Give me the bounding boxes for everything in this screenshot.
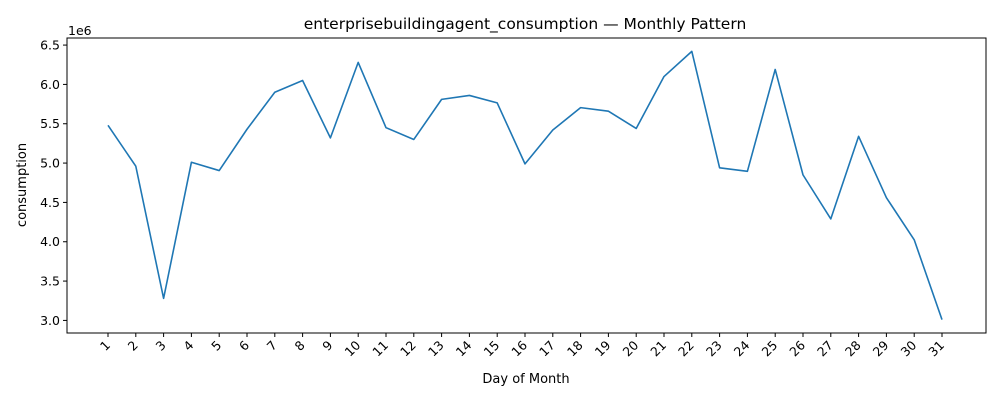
y-axis-ticks: 3.0 3.5 4.0 4.5 5.0 5.5 6.0 6.5 (40, 38, 67, 328)
y-tick-label: 4.0 (40, 234, 60, 249)
y-tick-label: 3.5 (40, 274, 60, 289)
y-tick-label: 6.0 (40, 77, 60, 92)
y-tick-label: 3.0 (40, 313, 60, 328)
x-axis-ticks: 1 2 3 4 5 6 7 8 9 10 11 12 13 14 15 16 17 18 19 20 21 22 23 24 2… (97, 333, 947, 359)
x-axis-label: Day of Month (482, 372, 569, 387)
y-tick-label: 6.5 (40, 38, 60, 53)
y-tick-label: 5.0 (40, 156, 60, 171)
plot-area: 3.0 3.5 4.0 4.5 5.0 5.5 6.0 6.5 1 2 3 4 5 6 7 8 9 10 11 12… (40, 37, 987, 359)
chart-title: enterprisebuildingagent_consumption — Mo… (304, 15, 747, 34)
y-tick-label: 5.5 (40, 116, 60, 131)
plot-frame (66, 37, 987, 334)
series-line (107, 50, 943, 320)
y-tick-label: 4.5 (40, 195, 60, 210)
y-axis-label: consumption (15, 143, 30, 227)
y-scale-offset-label: 1e6 (68, 23, 92, 38)
